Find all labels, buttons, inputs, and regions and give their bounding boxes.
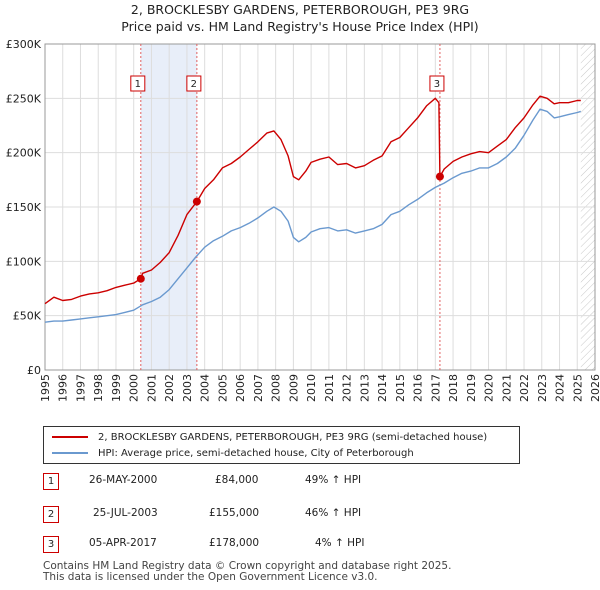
sale-date: 25-JUL-2003 xyxy=(93,507,158,519)
price-chart: £0 £50K £100K £150K £200K £250K £300K 1995 1996 1… xyxy=(6,38,600,402)
x-tick-label: 2009 xyxy=(287,374,300,402)
y-tick-label: £0 xyxy=(27,364,41,377)
x-tick-label: 2010 xyxy=(305,374,318,402)
legend-swatch-property xyxy=(52,436,88,438)
x-tick-label: 2024 xyxy=(554,374,567,402)
sale-price: £178,000 xyxy=(209,537,260,549)
x-tick-label: 2011 xyxy=(323,374,336,402)
sale-number-box xyxy=(130,75,146,92)
sale-point xyxy=(192,197,201,206)
x-tick-label: 1995 xyxy=(39,374,52,402)
legend-label-property: 2, BROCKLESBY GARDENS, PETERBOROUGH, PE3… xyxy=(98,431,488,443)
sale-marker-label: 2 xyxy=(43,506,59,523)
sale-number-label: 3 xyxy=(434,79,440,90)
sale-date: 05-APR-2017 xyxy=(89,537,157,549)
legend-swatch-hpi xyxy=(52,452,88,454)
y-tick-label: £200K xyxy=(6,147,42,160)
chart-title: 2, BROCKLESBY GARDENS, PETERBOROUGH, PE3… xyxy=(130,2,470,17)
y-tick-label: £50K xyxy=(13,310,42,323)
chart-subtitle: Price paid vs. HM Land Registry's House … xyxy=(121,19,479,34)
x-tick-label: 2000 xyxy=(128,374,141,402)
x-tick-label: 1997 xyxy=(74,374,87,402)
sale-hpi-change: 46% ↑ HPI xyxy=(305,507,362,519)
x-tick-label: 2019 xyxy=(465,374,478,402)
legend: 2, BROCKLESBY GARDENS, PETERBOROUGH, PE3… xyxy=(43,426,520,464)
x-tick-label: 2026 xyxy=(589,374,600,402)
x-tick-label: 2016 xyxy=(412,374,425,402)
sale-number-box xyxy=(186,75,202,92)
x-tick-label: 2020 xyxy=(483,374,496,402)
x-tick-label: 2023 xyxy=(536,374,549,402)
x-tick-label: 2025 xyxy=(571,374,584,402)
footer: Contains HM Land Registry data © Crown c… xyxy=(43,561,451,583)
sale-marker-label: 1 xyxy=(43,473,59,490)
footer-licence: This data is licensed under the Open Gov… xyxy=(43,571,378,583)
y-tick-label: £100K xyxy=(6,255,42,268)
x-tick-label: 2003 xyxy=(181,374,194,402)
sale-point xyxy=(136,274,145,283)
x-tick-label: 2001 xyxy=(145,374,158,402)
sale-number-box xyxy=(429,75,445,92)
sale-number-label: 1 xyxy=(135,79,141,90)
x-tick-label: 2008 xyxy=(270,374,283,402)
sale-point xyxy=(435,172,444,181)
plot-border xyxy=(44,43,596,371)
sale-marker-label: 3 xyxy=(43,536,59,553)
x-tick-label: 2012 xyxy=(341,374,354,402)
y-tick-label: £150K xyxy=(6,201,42,214)
x-tick-label: 2017 xyxy=(429,374,442,402)
x-tick-label: 2013 xyxy=(358,374,371,402)
x-tick-label: 1999 xyxy=(110,374,123,402)
sale-price: £155,000 xyxy=(209,507,260,519)
x-tick-label: 1998 xyxy=(92,374,105,402)
series-line-hpi xyxy=(44,108,582,323)
footer-copyright: Contains HM Land Registry data © Crown c… xyxy=(43,560,452,572)
legend-entry-property: 2, BROCKLESBY GARDENS, PETERBOROUGH, PE3… xyxy=(52,430,487,444)
y-tick-label: £300K xyxy=(6,38,42,51)
x-tick-label: 2002 xyxy=(163,374,176,402)
x-tick-label: 1996 xyxy=(57,374,70,402)
x-tick-label: 2007 xyxy=(252,374,265,402)
legend-entry-hpi: HPI: Average price, semi-detached house,… xyxy=(52,446,414,460)
sale-number-label: 2 xyxy=(191,79,197,90)
x-tick-label: 2018 xyxy=(447,374,460,402)
sale-hpi-change: 4% ↑ HPI xyxy=(315,537,365,549)
sale-hpi-change: 49% ↑ HPI xyxy=(305,474,362,486)
x-tick-label: 2015 xyxy=(394,374,407,402)
x-tick-label: 2014 xyxy=(376,374,389,402)
x-tick-label: 2004 xyxy=(199,374,212,402)
sale-price: £84,000 xyxy=(215,474,259,486)
x-tick-label: 2021 xyxy=(500,374,513,402)
legend-label-hpi: HPI: Average price, semi-detached house,… xyxy=(98,447,414,459)
x-tick-label: 2006 xyxy=(234,374,247,402)
y-tick-label: £250K xyxy=(6,92,42,105)
x-tick-label: 2022 xyxy=(518,374,531,402)
x-tick-label: 2005 xyxy=(216,374,229,402)
sale-date: 26-MAY-2000 xyxy=(89,474,158,486)
